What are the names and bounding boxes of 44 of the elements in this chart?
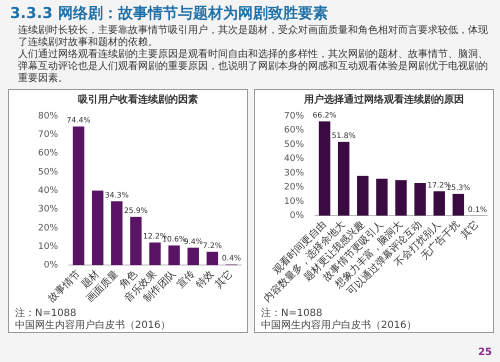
bar <box>130 216 142 266</box>
bar <box>433 191 445 216</box>
text: 注：N=1088 <box>14 308 78 320</box>
text: 3.3.3 网络剧：故事情节与题材为网剧致胜要素 <box>10 4 329 23</box>
bar <box>92 190 104 266</box>
text: 人们通过网络观看连续剧的主要原因是观看时间自由和选择的多样性，其次网剧的题材、故事情节、脑洞、弹幕互动评论也是人们观看网剧的重要原因，也说明了网剧本身的网感和互动观看体验是网剧优于电视剧的重要因素。 <box>18 49 489 85</box>
bar <box>168 245 180 266</box>
y-tick-label: 60% <box>284 126 304 136</box>
y-tick-label: 10% <box>284 196 304 207</box>
text: 中国网生内容用户白皮书（2016） <box>260 320 418 332</box>
bar <box>357 176 369 216</box>
text: 注：N=1088 <box>260 308 324 320</box>
y-tick-label: 20% <box>38 223 58 234</box>
y-tick-label: 30% <box>38 204 58 215</box>
text: 中国网生内容用户白皮书（2016） <box>14 320 172 332</box>
bar <box>187 248 199 266</box>
x-tick-label: 其它 <box>458 218 482 242</box>
y-tick-label: 10% <box>38 242 58 252</box>
bar <box>414 182 426 216</box>
y-tick-label: 70% <box>38 130 58 140</box>
y-tick-label: 0% <box>290 211 304 222</box>
y-tick-label: 80% <box>38 111 58 122</box>
chart-title: 吸引用户收看连续剧的因素 <box>78 94 198 106</box>
y-tick-label: 50% <box>38 167 58 178</box>
y-tick-label: 30% <box>284 168 304 178</box>
y-tick-label: 0% <box>44 260 58 271</box>
bar <box>206 252 218 266</box>
bar <box>149 242 161 266</box>
bar <box>395 180 407 216</box>
bar <box>376 178 388 216</box>
text: 25 <box>478 347 492 358</box>
y-tick-label: 40% <box>284 154 304 164</box>
y-tick-label: 50% <box>284 140 304 150</box>
y-tick-label: 70% <box>284 111 304 122</box>
chart-title: 用户选择通过网络观看连续剧的原因 <box>303 94 464 106</box>
bar <box>338 142 350 216</box>
bar <box>72 126 84 266</box>
text: 连续剧时长较长，主要靠故事情节吸引用户，其次是题材，受众对画面质量和角色相对而言要求较低，体现了连续剧对故事和题材的依赖。 <box>18 25 489 48</box>
bar <box>452 194 464 216</box>
y-tick-label: 40% <box>38 186 58 196</box>
y-tick-label: 20% <box>284 182 304 193</box>
y-tick-label: 60% <box>38 148 58 159</box>
bar <box>318 121 330 216</box>
bar <box>111 201 123 266</box>
